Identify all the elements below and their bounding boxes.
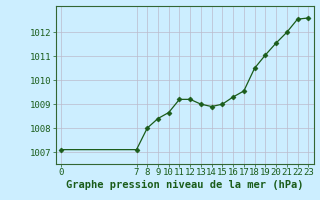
X-axis label: Graphe pression niveau de la mer (hPa): Graphe pression niveau de la mer (hPa)	[66, 180, 304, 190]
